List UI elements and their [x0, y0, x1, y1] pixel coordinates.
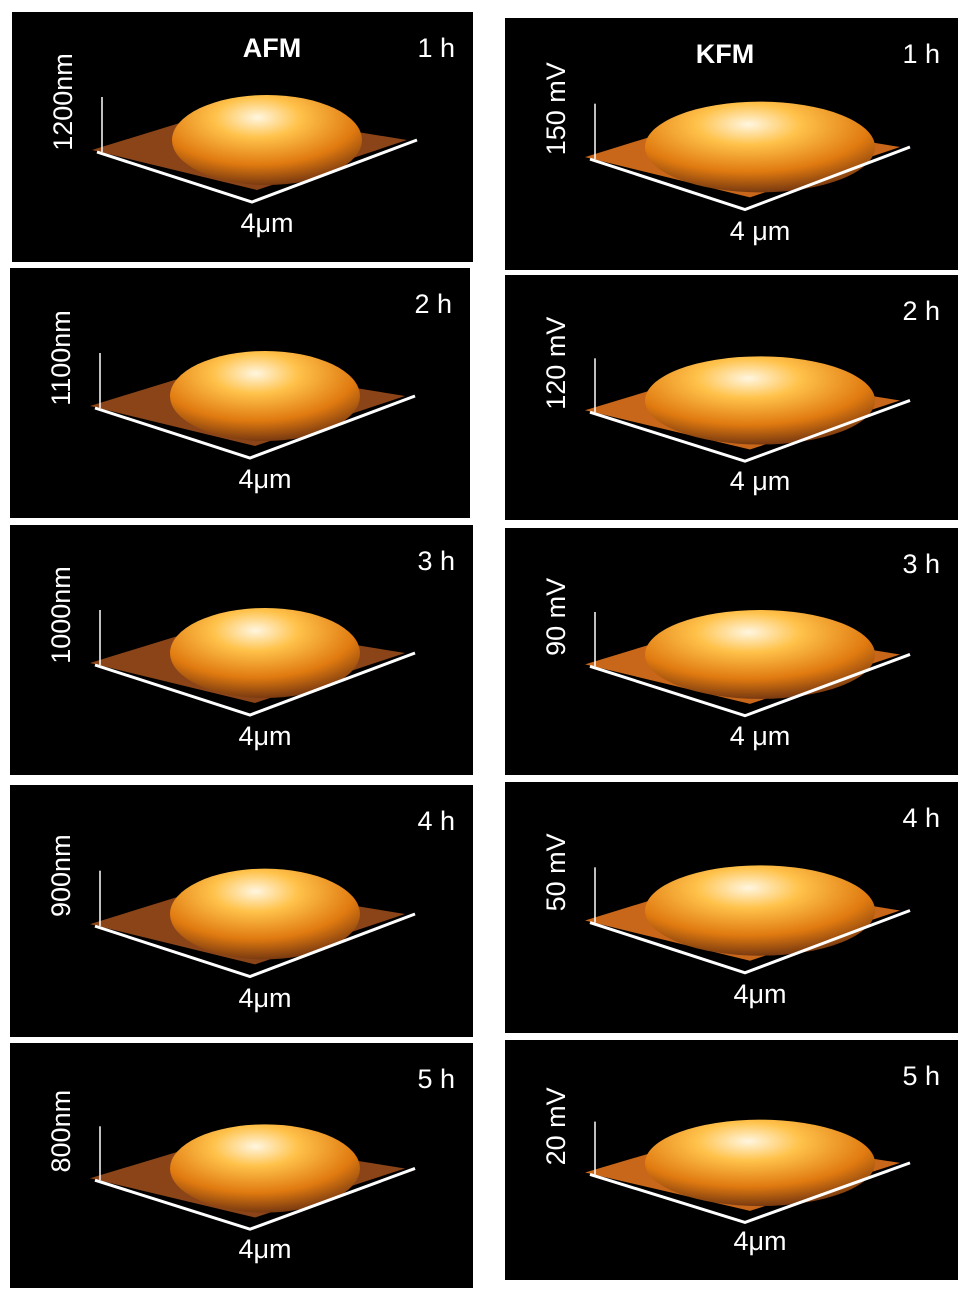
z-scale-label: 20 mV: [541, 1087, 571, 1165]
time-label: 5 h: [417, 1064, 455, 1094]
time-label: 4 h: [417, 806, 455, 836]
z-scale-label: 1200nm: [48, 53, 78, 151]
kfm-panel: 2 h 120 mV 4 μm: [505, 275, 958, 520]
panel-image: 1 h 150 mV 4 μm KFM: [505, 18, 958, 270]
afm-panel: 2 h 1100nm 4μm: [10, 268, 470, 518]
time-label: 5 h: [902, 1061, 940, 1091]
x-scale-label: 4μm: [238, 464, 291, 494]
panel-image: 3 h 90 mV 4 μm: [505, 528, 958, 775]
panel-image: 2 h 120 mV 4 μm: [505, 275, 958, 520]
panel-image: 4 h 50 mV 4μm: [505, 782, 958, 1033]
panel-image: 3 h 1000nm 4μm: [10, 525, 473, 775]
z-scale-label: 50 mV: [541, 833, 571, 911]
column-header: AFM: [243, 33, 301, 63]
time-label: 3 h: [902, 549, 940, 579]
panel-image: 5 h 20 mV 4μm: [505, 1040, 958, 1280]
time-label: 2 h: [902, 296, 940, 326]
x-scale-label: 4μm: [238, 983, 291, 1013]
panel-image: 1 h 1200nm 4μm AFM: [12, 12, 473, 262]
x-scale-label: 4μm: [238, 721, 291, 751]
z-scale-label: 900nm: [46, 834, 76, 917]
afm-panel: 4 h 900nm 4μm: [10, 785, 473, 1037]
x-scale-label: 4 μm: [730, 721, 791, 751]
surface-feature: [645, 865, 875, 955]
time-label: 4 h: [902, 803, 940, 833]
x-scale-label: 4 μm: [730, 466, 791, 496]
kfm-panel: 5 h 20 mV 4μm: [505, 1040, 958, 1280]
time-label: 1 h: [417, 33, 455, 63]
panel-image: 5 h 800nm 4μm: [10, 1043, 473, 1288]
kfm-panel: 1 h 150 mV 4 μm KFM: [505, 18, 958, 270]
afm-panel: 3 h 1000nm 4μm: [10, 525, 473, 775]
z-scale-label: 120 mV: [541, 317, 571, 410]
afm-panel: 1 h 1200nm 4μm AFM: [12, 12, 473, 262]
z-scale-label: 90 mV: [541, 578, 571, 656]
panel-image: 2 h 1100nm 4μm: [10, 268, 470, 518]
kfm-panel: 3 h 90 mV 4 μm: [505, 528, 958, 775]
time-label: 2 h: [414, 289, 452, 319]
column-header: KFM: [696, 39, 754, 69]
z-scale-label: 150 mV: [541, 62, 571, 155]
z-scale-label: 800nm: [46, 1090, 76, 1173]
surface-feature: [645, 610, 875, 699]
x-scale-label: 4μm: [733, 979, 786, 1009]
surface-feature: [645, 356, 875, 444]
figure: 1 h1200nm4μmAFM2 h1100nm4μm3 h1000nm4μm4…: [0, 0, 958, 1290]
surface-feature: [645, 1120, 875, 1206]
x-scale-label: 4μm: [240, 208, 293, 238]
x-scale-label: 4μm: [733, 1226, 786, 1256]
time-label: 1 h: [902, 39, 940, 69]
x-scale-label: 4μm: [238, 1234, 291, 1264]
x-scale-label: 4 μm: [730, 216, 791, 246]
time-label: 3 h: [417, 546, 455, 576]
panel-image: 4 h 900nm 4μm: [10, 785, 473, 1037]
kfm-panel: 4 h 50 mV 4μm: [505, 782, 958, 1033]
z-scale-label: 1100nm: [46, 310, 76, 406]
afm-panel: 5 h 800nm 4μm: [10, 1043, 473, 1288]
surface-feature: [645, 102, 875, 193]
z-scale-label: 1000nm: [46, 566, 76, 664]
